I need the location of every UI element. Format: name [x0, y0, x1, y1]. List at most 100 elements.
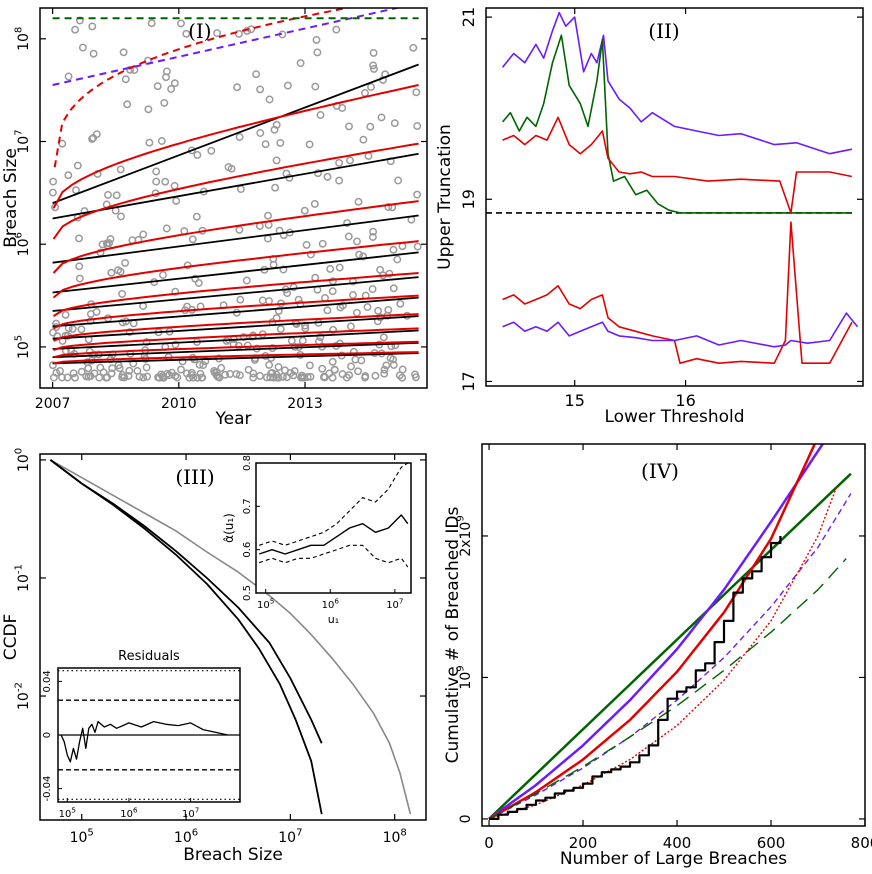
data-point: [170, 181, 179, 190]
inset-y-tick-label: 0.5: [242, 585, 253, 601]
data-point: [396, 299, 405, 308]
cumulative-line: [488, 493, 852, 820]
data-point: [377, 113, 386, 122]
data-point: [335, 263, 344, 272]
data-point: [256, 129, 265, 137]
inset-x-tick-label: 106: [322, 597, 340, 612]
data-point: [103, 373, 112, 382]
data-point: [188, 235, 197, 244]
data-point: [64, 171, 73, 180]
data-point: [153, 82, 162, 91]
data-point: [117, 212, 125, 221]
data-point: [112, 191, 121, 200]
x-tick-label: 16: [675, 391, 695, 410]
black-fit-line: [52, 251, 419, 294]
data-point: [162, 224, 171, 233]
data-point: [142, 338, 151, 347]
data-point: [157, 137, 166, 145]
data-point: [369, 48, 378, 57]
data-point: [242, 276, 251, 285]
data-point: [49, 177, 58, 186]
black-fit-line: [52, 315, 419, 340]
y-tick-label: 17: [459, 371, 478, 391]
data-point: [413, 122, 422, 130]
data-point: [125, 328, 134, 337]
data-point: [349, 291, 357, 299]
data-point: [123, 100, 132, 109]
data-point: [300, 206, 309, 215]
data-point: [278, 372, 287, 381]
y-tick-label: 100: [14, 448, 32, 472]
data-point: [412, 88, 421, 97]
x-tick-label: 2013: [287, 396, 323, 412]
data-point: [345, 122, 353, 131]
data-point: [114, 266, 122, 275]
data-point: [235, 371, 244, 380]
x-tick-label: 105: [70, 828, 94, 846]
data-point: [298, 336, 307, 345]
inset-x-tick-label: 105: [257, 597, 274, 612]
data-point: [265, 95, 274, 104]
data-point: [193, 151, 202, 159]
red-fit-curve: [53, 327, 419, 351]
data-point: [152, 167, 161, 176]
panel-iii-frame: [39, 453, 427, 821]
panel-label: (I): [188, 19, 212, 43]
inset-y-tick-label: 0.6: [242, 542, 253, 558]
data-point: [296, 59, 305, 68]
black-fit-line: [52, 329, 419, 350]
data-point: [235, 225, 244, 234]
data-point: [99, 368, 108, 377]
data-point: [84, 364, 93, 373]
data-point: [263, 234, 272, 243]
data-point: [310, 199, 319, 208]
data-point: [364, 152, 373, 160]
data-point: [411, 370, 419, 379]
residual-line: [60, 720, 228, 763]
panel-iv-frame: [481, 443, 866, 827]
cumulative-line: [488, 444, 825, 820]
data-point: [332, 25, 341, 34]
inset-y-tick-label: 0.7: [242, 498, 253, 514]
data-point: [187, 371, 196, 380]
inset-residuals-title: Residuals: [118, 649, 180, 664]
data-point: [143, 372, 152, 381]
data-point: [261, 140, 270, 149]
inset-x-axis-label: u₁: [328, 613, 339, 626]
data-point: [255, 371, 264, 380]
data-point: [161, 177, 170, 186]
series-line: [502, 221, 853, 365]
data-point: [159, 373, 168, 382]
data-point: [160, 98, 169, 107]
panel-iv-plot-area: [488, 444, 852, 821]
data-point: [118, 318, 127, 327]
black-fit-line: [52, 352, 419, 365]
data-point: [126, 65, 135, 74]
panel-ii: 15 16 17 19 21 Lower Threshold Upper Truncatio…: [435, 7, 864, 427]
red-dashed-curve: [53, 8, 353, 168]
data-point: [71, 373, 79, 382]
data-point: [104, 190, 112, 199]
data-point: [352, 308, 361, 317]
data-point: [359, 252, 368, 261]
data-point: [283, 373, 291, 382]
data-point: [108, 364, 117, 373]
x-tick-label: 2010: [161, 396, 197, 412]
data-point: [159, 271, 167, 279]
data-point: [326, 264, 335, 273]
panel-label: (IV): [641, 459, 679, 483]
data-point: [119, 48, 128, 57]
data-point: [207, 146, 216, 155]
red-fit-curve: [52, 272, 419, 317]
data-point: [320, 372, 329, 381]
data-point: [88, 134, 97, 143]
data-point: [152, 177, 161, 186]
data-point: [77, 367, 86, 376]
y-tick-label: 106: [14, 232, 32, 256]
panel-label: (II): [648, 19, 679, 43]
data-point: [129, 319, 138, 328]
data-point: [182, 369, 191, 378]
data-point: [351, 355, 360, 364]
data-point: [145, 138, 154, 147]
data-point: [272, 156, 281, 165]
